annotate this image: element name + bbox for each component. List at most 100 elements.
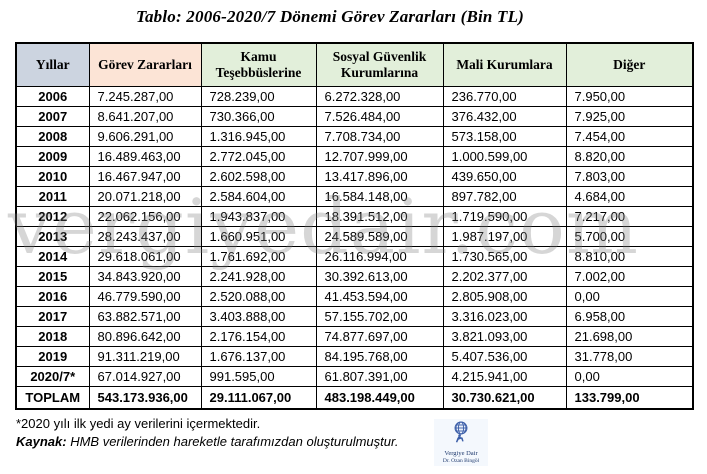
- source-text: HMB verilerinden hareketle tarafımızdan …: [66, 434, 399, 449]
- value-cell: 20.071.218,00: [88, 185, 202, 207]
- column-header-sosyal-guvenlik: Sosyal Güvenlik Kurumlarına: [315, 42, 444, 87]
- year-cell: 2012: [15, 205, 90, 227]
- value-cell: 236.770,00: [442, 85, 567, 107]
- table-row: 2018 80.896.642,00 2.176.154,00 74.877.697,…: [15, 325, 694, 347]
- value-cell: 7.002,00: [565, 265, 694, 287]
- value-cell: 91.311.219,00: [88, 345, 202, 367]
- footnote-2020: *2020 yılı ilk yedi ay verilerini içerme…: [16, 416, 261, 431]
- value-cell: 7.925,00: [565, 105, 694, 127]
- value-cell: 1.660.951,00: [200, 225, 317, 247]
- value-cell: 1.761.692,00: [200, 245, 317, 267]
- table-row: 2010 16.467.947,00 2.602.598,00 13.417.896,…: [15, 165, 694, 187]
- value-cell: 22.062.156,00: [88, 205, 202, 227]
- value-cell: 6.272.328,00: [315, 85, 444, 107]
- value-cell: 2.241.928,00: [200, 265, 317, 287]
- value-cell: 6.958,00: [565, 305, 694, 327]
- value-cell: 5.407.536,00: [442, 345, 567, 367]
- value-cell: 2.602.598,00: [200, 165, 317, 187]
- value-cell: 67.014.927,00: [88, 365, 202, 387]
- value-cell: 7.526.484,00: [315, 105, 444, 127]
- year-cell: 2020/7*: [15, 365, 90, 387]
- value-cell: 74.877.697,00: [315, 325, 444, 347]
- value-cell: 21.698,00: [565, 325, 694, 347]
- value-cell: 2.520.088,00: [200, 285, 317, 307]
- value-cell: 730.366,00: [200, 105, 317, 127]
- value-cell: 12.707.999,00: [315, 145, 444, 167]
- value-cell: 2.772.045,00: [200, 145, 317, 167]
- table-row: 2008 9.606.291,00 1.316.945,00 7.708.734,00…: [15, 125, 694, 147]
- value-cell: 1.987.197,00: [442, 225, 567, 247]
- duty-losses-table: Yıllar Görev Zararları Kamu Teşebbüsleri…: [15, 42, 694, 410]
- value-cell: 26.116.994,00: [315, 245, 444, 267]
- logo-author: Dr. Ozan Bingöl: [442, 457, 480, 464]
- year-cell: 2007: [15, 105, 90, 127]
- value-cell: 2.202.377,00: [442, 265, 567, 287]
- year-cell: 2015: [15, 265, 90, 287]
- value-cell: 24.589.589,00: [315, 225, 444, 247]
- value-cell: 1.943.837,00: [200, 205, 317, 227]
- value-cell: 4.684,00: [565, 185, 694, 207]
- column-header-diger: Diğer: [565, 42, 694, 87]
- year-cell: 2019: [15, 345, 90, 367]
- value-cell: 34.843.920,00: [88, 265, 202, 287]
- column-header-gorev-zararlari: Görev Zararları: [88, 42, 202, 87]
- table-row: 2019 91.311.219,00 1.676.137,00 84.195.768,…: [15, 345, 694, 367]
- value-cell: 2.584.604,00: [200, 185, 317, 207]
- table-row: 2016 46.779.590,00 2.520.088,00 41.453.594,…: [15, 285, 694, 307]
- value-cell: 7.245.287,00: [88, 85, 202, 107]
- column-header-mali-kurumlar: Mali Kurumlara: [442, 42, 567, 87]
- year-cell: 2010: [15, 165, 90, 187]
- value-cell: 84.195.768,00: [315, 345, 444, 367]
- value-cell: 0,00: [565, 365, 694, 387]
- value-cell: 376.432,00: [442, 105, 567, 127]
- year-cell: 2016: [15, 285, 90, 307]
- value-cell: 7.708.734,00: [315, 125, 444, 147]
- value-cell: 4.215.941,00: [442, 365, 567, 387]
- year-cell: 2017: [15, 305, 90, 327]
- value-cell: 1.316.945,00: [200, 125, 317, 147]
- year-cell: 2009: [15, 145, 90, 167]
- value-cell: 8.641.207,00: [88, 105, 202, 127]
- value-cell: 1.000.599,00: [442, 145, 567, 167]
- value-cell: 1.719.590,00: [442, 205, 567, 227]
- value-cell: 30.730.621,00: [442, 385, 567, 410]
- column-header-kamu: Kamu Teşebbüslerine: [200, 42, 317, 87]
- table-row: 2017 63.882.571,00 3.403.888,00 57.155.702,…: [15, 305, 694, 327]
- value-cell: 439.650,00: [442, 165, 567, 187]
- value-cell: 3.403.888,00: [200, 305, 317, 327]
- value-cell: 29.111.067,00: [200, 385, 317, 410]
- value-cell: 61.807.391,00: [315, 365, 444, 387]
- table-row: 2012 22.062.156,00 1.943.837,00 18.391.512,…: [15, 205, 694, 227]
- value-cell: 57.155.702,00: [315, 305, 444, 327]
- value-cell: 7.950,00: [565, 85, 694, 107]
- year-cell: 2014: [15, 245, 90, 267]
- year-cell: 2013: [15, 225, 90, 247]
- year-cell: 2011: [15, 185, 90, 207]
- site-logo: Vergiye Dair Dr. Ozan Bingöl: [434, 419, 488, 467]
- table-row: 2014 29.618.061,00 1.761.692,00 26.116.994,…: [15, 245, 694, 267]
- year-cell: TOPLAM: [15, 385, 90, 410]
- value-cell: 543.173.936,00: [88, 385, 202, 410]
- value-cell: 8.810,00: [565, 245, 694, 267]
- header-row: Yıllar Görev Zararları Kamu Teşebbüsleri…: [15, 42, 694, 87]
- value-cell: 8.820,00: [565, 145, 694, 167]
- table-row: 2011 20.071.218,00 2.584.604,00 16.584.148,…: [15, 185, 694, 207]
- table-row: 2020/7* 67.014.927,00 991.595,00 61.807.391…: [15, 365, 694, 387]
- value-cell: 5.700,00: [565, 225, 694, 247]
- value-cell: 7.217,00: [565, 205, 694, 227]
- value-cell: 3.316.023,00: [442, 305, 567, 327]
- value-cell: 7.803,00: [565, 165, 694, 187]
- value-cell: 991.595,00: [200, 365, 317, 387]
- value-cell: 897.782,00: [442, 185, 567, 207]
- value-cell: 16.467.947,00: [88, 165, 202, 187]
- table-row: 2006 7.245.287,00 728.239,00 6.272.328,00 23…: [15, 85, 694, 107]
- value-cell: 0,00: [565, 285, 694, 307]
- table-title: Tablo: 2006-2020/7 Dönemi Görev Zararlar…: [135, 7, 525, 26]
- value-cell: 9.606.291,00: [88, 125, 202, 147]
- table-row: 2015 34.843.920,00 2.241.928,00 30.392.613,…: [15, 265, 694, 287]
- value-cell: 2.176.154,00: [200, 325, 317, 347]
- value-cell: 63.882.571,00: [88, 305, 202, 327]
- value-cell: 2.805.908,00: [442, 285, 567, 307]
- value-cell: 3.821.093,00: [442, 325, 567, 347]
